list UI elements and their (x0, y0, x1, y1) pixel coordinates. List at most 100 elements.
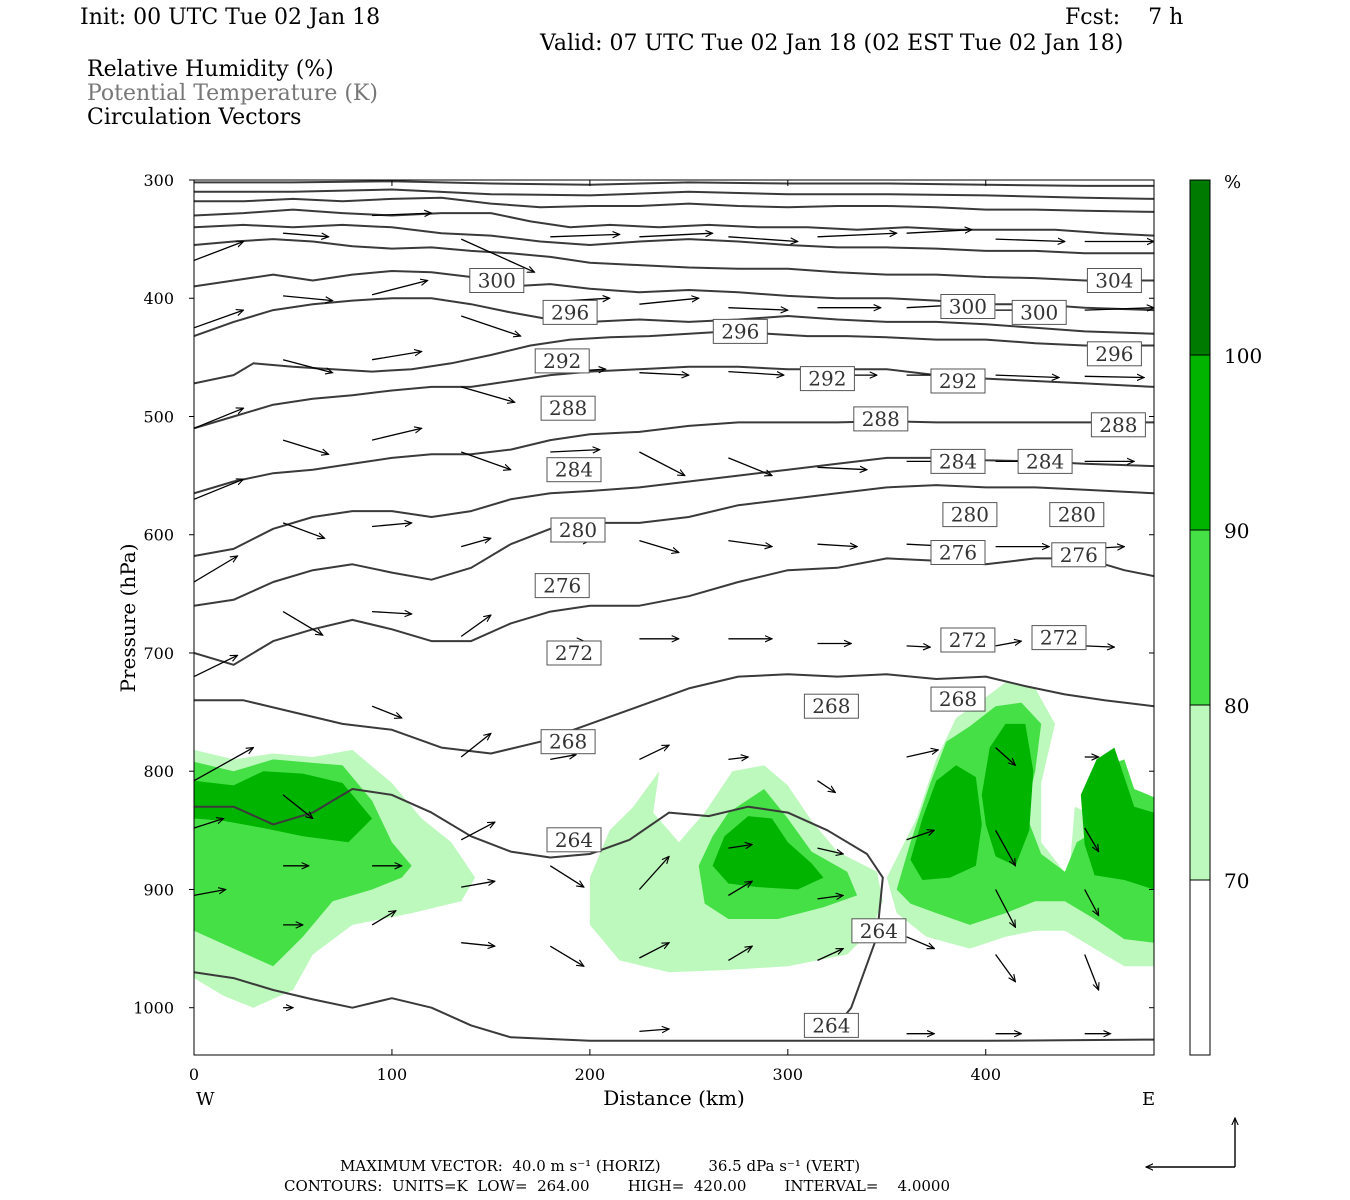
contour-label-296: 296 (1086, 341, 1142, 367)
contour-label-268: 268 (540, 729, 596, 755)
contour-label-box (803, 693, 859, 719)
x-tick-label: 400 (970, 1065, 1001, 1084)
circulation-vector (371, 428, 422, 441)
circulation-vector (461, 386, 515, 402)
contour-label-268: 268 (930, 686, 986, 712)
max-vector-note: MAXIMUM VECTOR: 40.0 m s⁻¹ (HORIZ) 36.5 … (340, 1157, 861, 1175)
contour-label-276: 276 (534, 573, 590, 599)
contour-label-text: 300 (1020, 300, 1058, 324)
circulation-vector (460, 615, 491, 637)
circulation-vector (817, 847, 844, 854)
y-tick-label: 700 (143, 644, 174, 663)
theta-contour-264 (194, 971, 1154, 1042)
circulation-vector (906, 936, 935, 949)
circulation-vector (194, 479, 244, 500)
circulation-vector (728, 308, 787, 310)
contour-label-text: 284 (939, 449, 977, 473)
contour-label-296: 296 (712, 318, 768, 344)
contour-label-box (1086, 341, 1142, 367)
rh-region-90 (981, 723, 1034, 866)
circulation-vector (995, 239, 1065, 241)
contour-label-text: 264 (860, 919, 898, 943)
contour-label-text: 272 (555, 641, 593, 665)
contour-label-box (930, 540, 986, 565)
contour-label-272: 272 (940, 627, 996, 653)
theta-contour-276 (194, 484, 1154, 607)
x-axis-title: Distance (km) (603, 1086, 745, 1110)
circulation-vector (460, 822, 495, 841)
circulation-vector (194, 556, 238, 583)
circulation-vector (372, 612, 412, 614)
contour-label-280: 280 (942, 502, 998, 528)
contour-label-box (1086, 268, 1142, 293)
contour-label-text: 284 (555, 458, 593, 482)
contour-label-box (1049, 502, 1105, 528)
contour-label-300: 300 (469, 268, 525, 293)
contour-label-text: 288 (549, 396, 587, 420)
circulation-vector (283, 233, 329, 237)
theta-contour-264 (194, 788, 884, 1038)
circulation-vector (194, 310, 244, 329)
contour-label-text: 292 (808, 367, 846, 391)
contour-label-284: 284 (546, 457, 602, 483)
contour-label-292: 292 (799, 366, 855, 392)
contour-label-text: 300 (478, 269, 516, 293)
colorbar-unit: % (1224, 172, 1241, 193)
contour-label-box (930, 368, 986, 394)
contour-label-box (534, 573, 590, 599)
circulation-vector (995, 375, 1059, 377)
contour-label-text: 268 (549, 730, 587, 754)
x-tick-label: 100 (377, 1065, 408, 1084)
circulation-vector (728, 946, 752, 961)
contour-label-text: 268 (939, 687, 977, 711)
circulation-vector (461, 943, 495, 947)
circulation-vector (194, 890, 226, 897)
x-end-label-west: W (196, 1089, 215, 1110)
colorbar-segment (1189, 879, 1211, 1056)
circulation-vector (549, 945, 584, 966)
circulation-vector (995, 889, 1016, 928)
contour-label-text: 272 (949, 628, 987, 652)
contour-label-text: 296 (551, 300, 589, 324)
circulation-vector (817, 895, 844, 899)
circulation-vector (461, 881, 495, 888)
contour-label-284: 284 (1017, 448, 1073, 474)
contour-label-text: 264 (812, 1013, 850, 1037)
contour-label-box (799, 366, 855, 392)
contour-label-text: 280 (1058, 503, 1096, 527)
circulation-vector (194, 242, 244, 262)
circulation-vector (817, 544, 858, 546)
circulation-vector (460, 238, 534, 273)
contour-label-text: 264 (555, 828, 593, 852)
contour-label-box (1011, 299, 1067, 325)
contour-label-box (1090, 412, 1146, 438)
contour-label-box (540, 395, 596, 421)
circulation-vector (372, 213, 431, 215)
contour-label-box (940, 627, 996, 653)
circulation-vector (550, 234, 619, 236)
contour-label-272: 272 (546, 640, 602, 666)
contour-label-text: 284 (1026, 449, 1064, 473)
y-tick-label: 500 (143, 407, 174, 426)
y-tick-label: 1000 (133, 999, 174, 1018)
circulation-vector (550, 450, 600, 452)
circulation-vector (639, 745, 669, 760)
circulation-vector (1084, 954, 1099, 991)
circulation-vector (371, 705, 402, 718)
forecast-hour: Fcst: 7 h (1065, 5, 1184, 30)
contour-label-264: 264 (803, 1012, 859, 1038)
contour-label-288: 288 (853, 406, 909, 432)
contour-label-text: 296 (1095, 342, 1133, 366)
field-theta: Potential Temperature (K) (87, 81, 378, 106)
theta-contour-324 (194, 180, 1154, 187)
theta-contour-312 (194, 208, 1154, 237)
circulation-vector (639, 233, 712, 238)
colorbar-segment (1189, 179, 1211, 356)
circulation-vector (1084, 376, 1144, 377)
circulation-vector (1084, 827, 1099, 852)
circulation-vector (282, 794, 313, 819)
circulation-vector (906, 750, 939, 758)
circulation-vector (728, 457, 772, 476)
y-tick-label: 400 (143, 289, 174, 308)
